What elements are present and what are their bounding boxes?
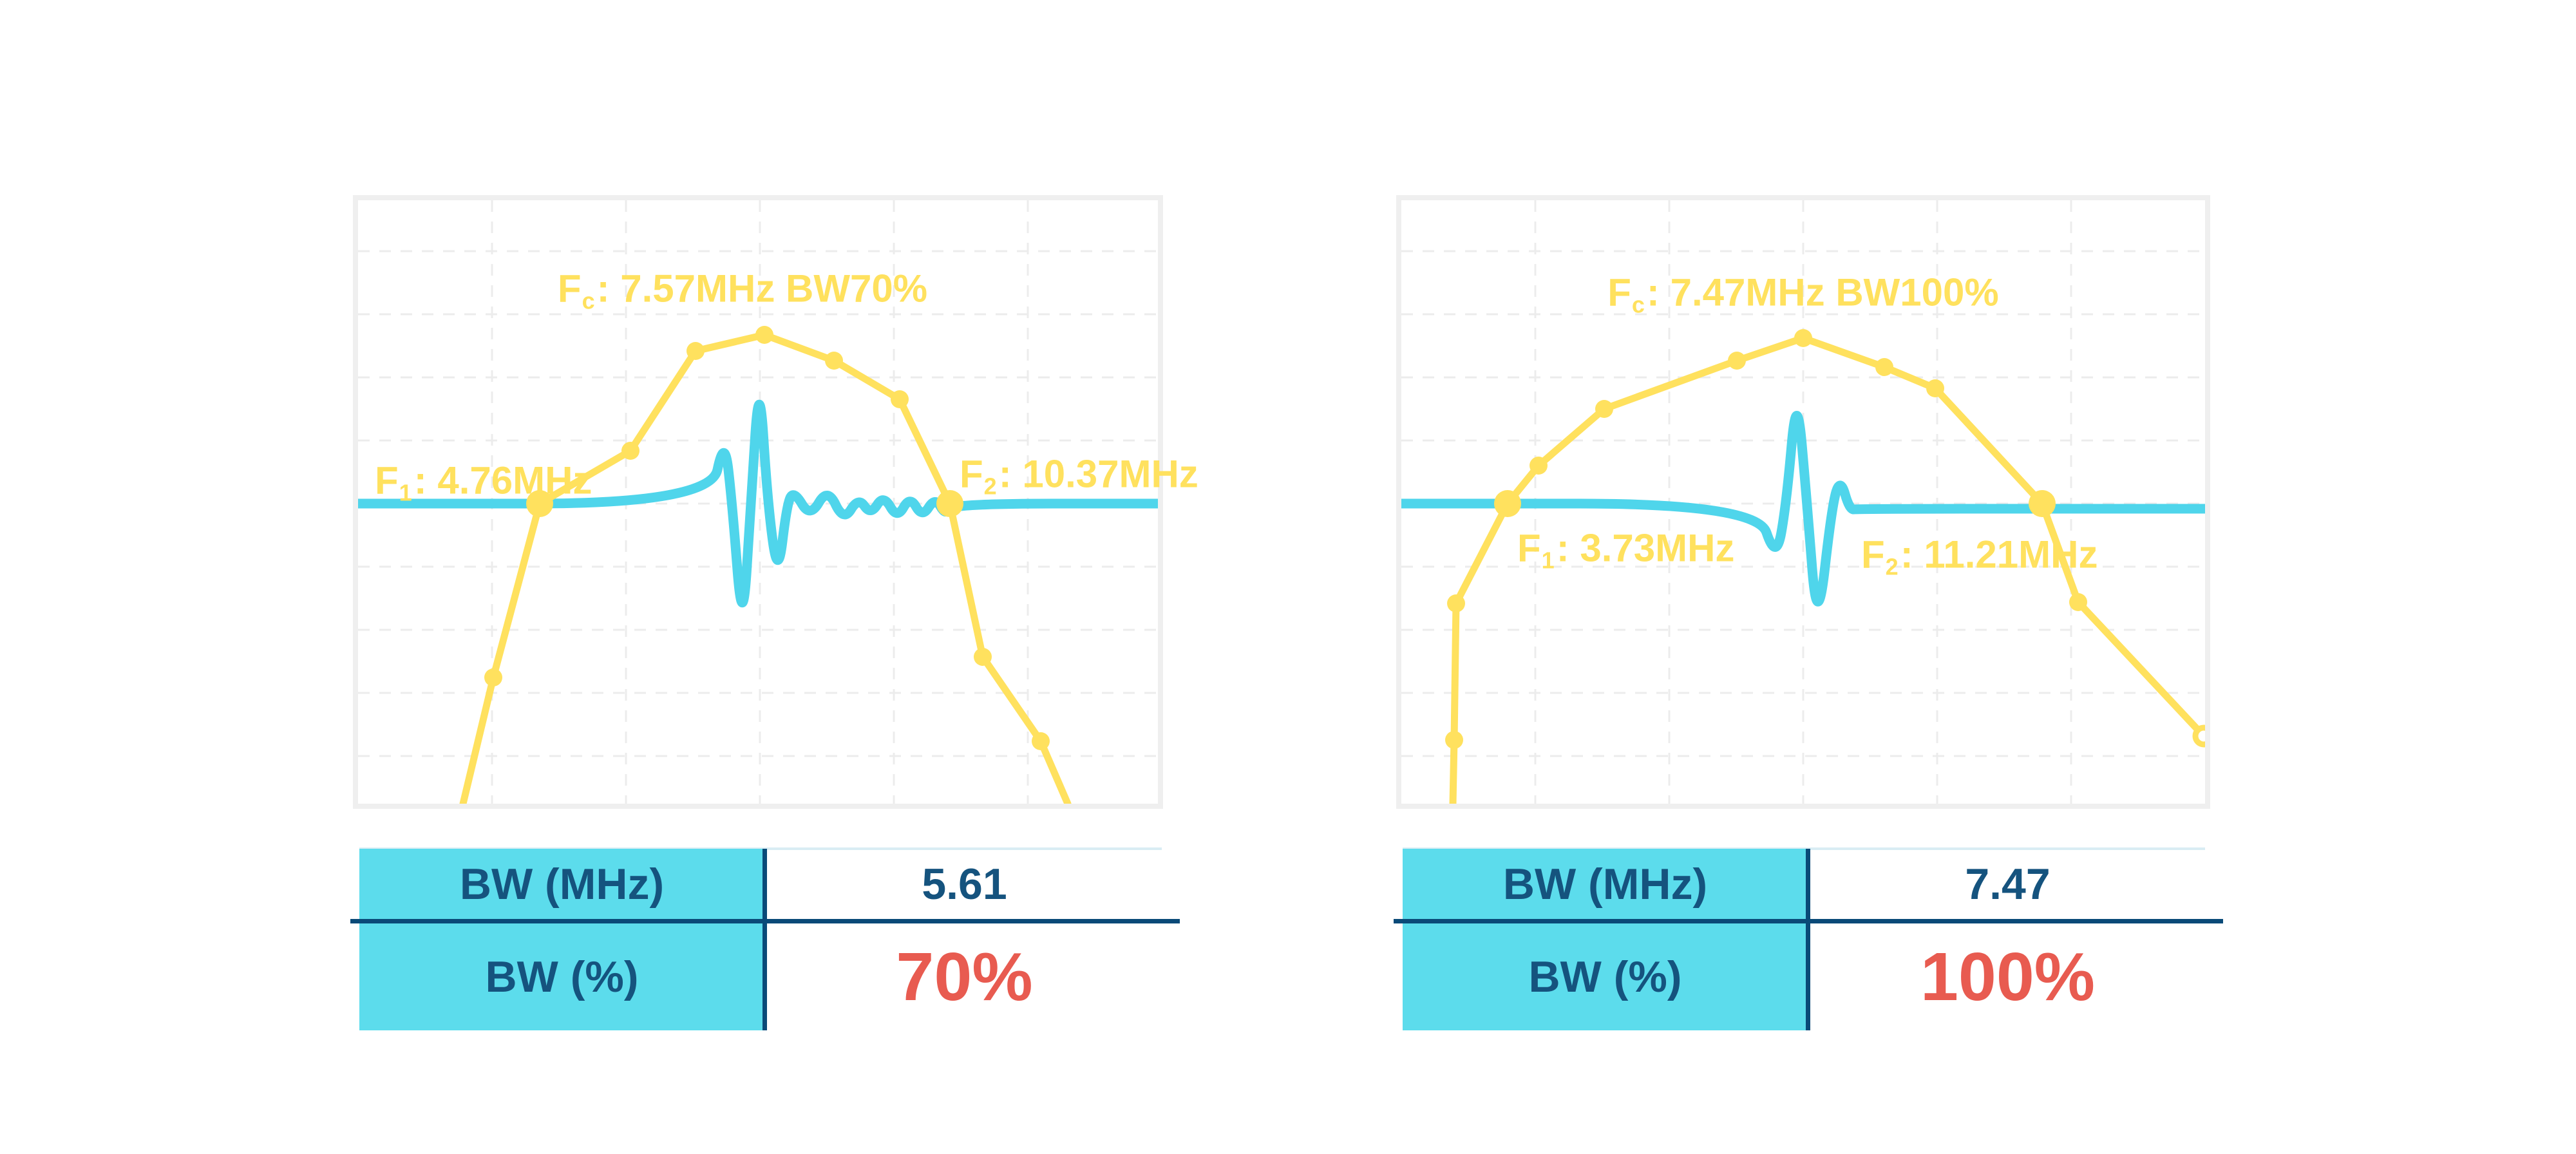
bw-percent-value: 70%	[896, 939, 1033, 1015]
bandwidth-table-bw70: BW (MHz) 5.61 BW (%) 70%	[350, 847, 1180, 1030]
spectrum-plot-bw100	[1401, 200, 2205, 804]
f2-annotation: F2: 10.37MHz	[960, 452, 1198, 500]
fc-annotation: Fc: 7.57MHz BW70%	[557, 267, 928, 314]
f1-annotation: F1: 4.76MHz	[375, 459, 592, 506]
bw-percent-value: 100%	[1920, 939, 2096, 1015]
spectrum-chart-bw100: Fc: 7.47MHz BW100% F1: 3.73MHz F2: 11.21…	[1396, 195, 2210, 809]
fc-annotation: Fc: 7.47MHz BW100%	[1607, 270, 1999, 318]
table-column-separator	[762, 849, 767, 1030]
bw-percent-label: BW (%)	[1528, 952, 1682, 1001]
bandwidth-table-bw100: BW (MHz) 7.47 BW (%) 100%	[1394, 847, 2223, 1030]
f1-annotation: F1: 3.73MHz	[1517, 526, 1735, 574]
bw-mhz-label: BW (MHz)	[1502, 859, 1708, 909]
table-header-column	[1403, 849, 1808, 1030]
bw-percent-label: BW (%)	[485, 952, 639, 1001]
spectrum-plot-bw70	[358, 200, 1158, 804]
bw-mhz-value: 7.47	[1965, 859, 2050, 909]
table-header-column	[359, 849, 764, 1030]
bw-mhz-label: BW (MHz)	[459, 859, 665, 909]
table-row-divider	[350, 919, 1180, 923]
f2-annotation: F2: 11.21MHz	[1861, 533, 2098, 580]
table-row-divider	[1394, 919, 2223, 923]
bw-mhz-value: 5.61	[922, 859, 1007, 909]
spectrum-chart-bw70: Fc: 7.57MHz BW70% F1: 4.76MHz F2: 10.37M…	[353, 195, 1198, 809]
table-column-separator	[1806, 849, 1810, 1030]
